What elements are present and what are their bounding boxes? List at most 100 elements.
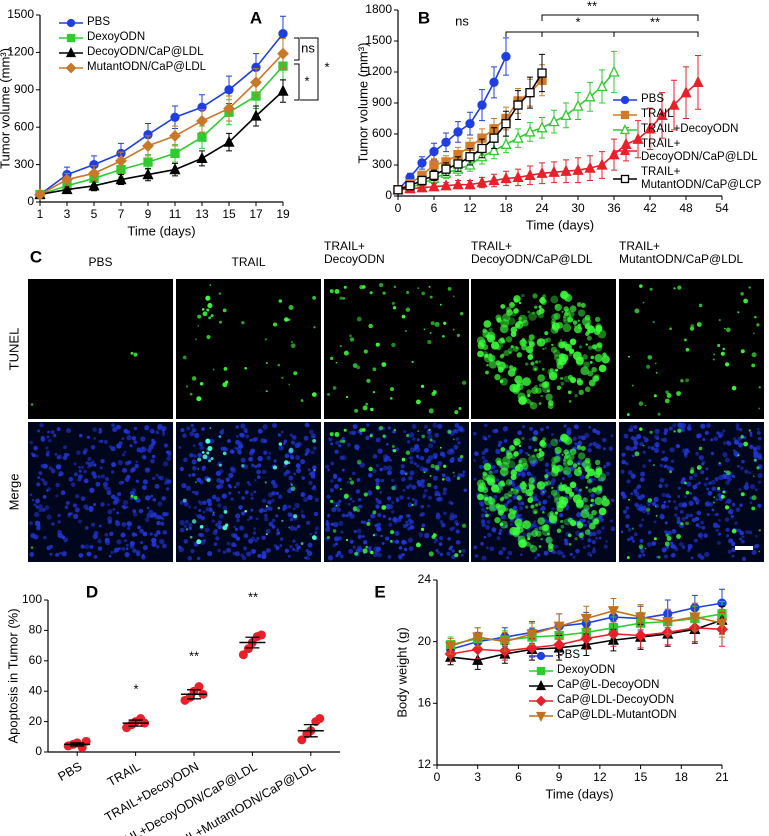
- stain-dot: [743, 441, 749, 447]
- stain-dot: [601, 498, 610, 507]
- nucleus-dot: [212, 530, 218, 536]
- stain-dot: [528, 477, 535, 484]
- marker: [278, 29, 288, 39]
- stain-dot: [582, 497, 588, 503]
- nucleus-dot: [627, 538, 631, 542]
- nucleus-dot: [132, 511, 138, 517]
- stain-dot: [568, 310, 575, 318]
- nucleus-dot: [65, 501, 70, 505]
- nucleus-dot: [40, 463, 45, 469]
- nucleus-dot: [745, 482, 749, 486]
- stain-dot: [751, 352, 757, 358]
- nucleus-dot: [410, 472, 414, 475]
- nucleus-dot: [113, 500, 118, 505]
- stain-dot: [568, 543, 572, 546]
- nucleus-dot: [203, 539, 206, 542]
- nucleus-dot: [387, 426, 392, 430]
- nucleus-dot: [440, 451, 445, 457]
- nucleus-dot: [78, 469, 82, 473]
- stain-dot: [429, 438, 433, 442]
- data-point: [81, 736, 91, 746]
- nucleus-dot: [420, 479, 425, 484]
- nucleus-dot: [700, 536, 703, 540]
- marker: [143, 157, 153, 167]
- nucleus-dot: [188, 526, 193, 530]
- stain-dot: [191, 519, 197, 524]
- nucleus-dot: [363, 540, 367, 544]
- stain-dot: [758, 386, 761, 389]
- nucleus-dot: [194, 432, 200, 439]
- nucleus-dot: [677, 495, 681, 498]
- nucleus-dot: [620, 469, 625, 474]
- nucleus-dot: [279, 537, 284, 541]
- nucleus-dot: [487, 434, 491, 438]
- stain-dot: [590, 355, 595, 360]
- nucleus-dot: [637, 553, 642, 558]
- nucleus-dot: [349, 497, 353, 501]
- stain-dot: [311, 392, 317, 397]
- nucleus-dot: [63, 445, 67, 449]
- stain-dot: [512, 345, 519, 352]
- nucleus-dot: [405, 485, 410, 490]
- nucleus-dot: [660, 457, 665, 461]
- stain-dot: [277, 363, 281, 367]
- marker: [477, 143, 487, 154]
- nucleus-dot: [434, 493, 438, 497]
- stain-dot: [342, 296, 346, 300]
- nucleus-dot: [660, 438, 664, 442]
- nucleus-dot: [425, 468, 429, 471]
- nucleus-dot: [347, 442, 351, 447]
- stain-dot: [545, 536, 553, 544]
- nucleus-dot: [297, 441, 302, 447]
- marker: [619, 145, 631, 156]
- nucleus-dot: [129, 444, 133, 448]
- stain-dot: [578, 326, 581, 330]
- y-tick-label: 1800: [365, 2, 392, 16]
- nucleus-dot: [663, 554, 669, 559]
- stain-dot: [676, 534, 681, 539]
- stain-dot: [428, 285, 431, 288]
- stain-dot: [485, 513, 489, 518]
- nucleus-dot: [41, 478, 45, 482]
- nucleus-dot: [244, 430, 248, 434]
- image-merge: [28, 422, 173, 562]
- stain-dot: [540, 394, 543, 398]
- stain-dot: [194, 481, 197, 484]
- nucleus-dot: [654, 428, 660, 435]
- stain-dot: [393, 285, 397, 289]
- stain-dot: [459, 311, 464, 316]
- stain-dot: [372, 367, 377, 372]
- y-tick-label: 0: [27, 194, 34, 208]
- nucleus-dot: [183, 524, 188, 528]
- stain-dot: [501, 496, 505, 500]
- stain-dot: [567, 374, 573, 380]
- nucleus-dot: [377, 499, 382, 505]
- stain-dot: [207, 446, 213, 452]
- nucleus-dot: [162, 431, 166, 434]
- nucleus-dot: [415, 454, 420, 458]
- nucleus-dot: [280, 430, 284, 434]
- stain-dot: [527, 310, 530, 314]
- nucleus-dot: [338, 520, 344, 527]
- nucleus-dot: [93, 463, 97, 467]
- y-tick-label: 1200: [365, 64, 392, 78]
- stain-dot: [212, 511, 215, 514]
- marker: [635, 612, 647, 624]
- nucleus-dot: [333, 522, 339, 528]
- nucleus-dot: [551, 477, 556, 483]
- stain-dot: [545, 393, 553, 401]
- nucleus-dot: [151, 541, 157, 547]
- nucleus-dot: [575, 425, 580, 430]
- nucleus-dot: [717, 493, 722, 498]
- marker: [537, 68, 547, 78]
- nucleus-dot: [728, 538, 734, 544]
- stain-dot: [300, 542, 304, 545]
- nucleus-dot: [328, 437, 333, 442]
- nucleus-dot: [582, 497, 587, 502]
- stain-dot: [532, 454, 535, 458]
- nucleus-dot: [704, 551, 710, 558]
- nucleus-dot: [310, 474, 316, 479]
- nucleus-dot: [556, 550, 562, 556]
- nucleus-dot: [629, 425, 634, 430]
- stain-dot: [638, 401, 644, 406]
